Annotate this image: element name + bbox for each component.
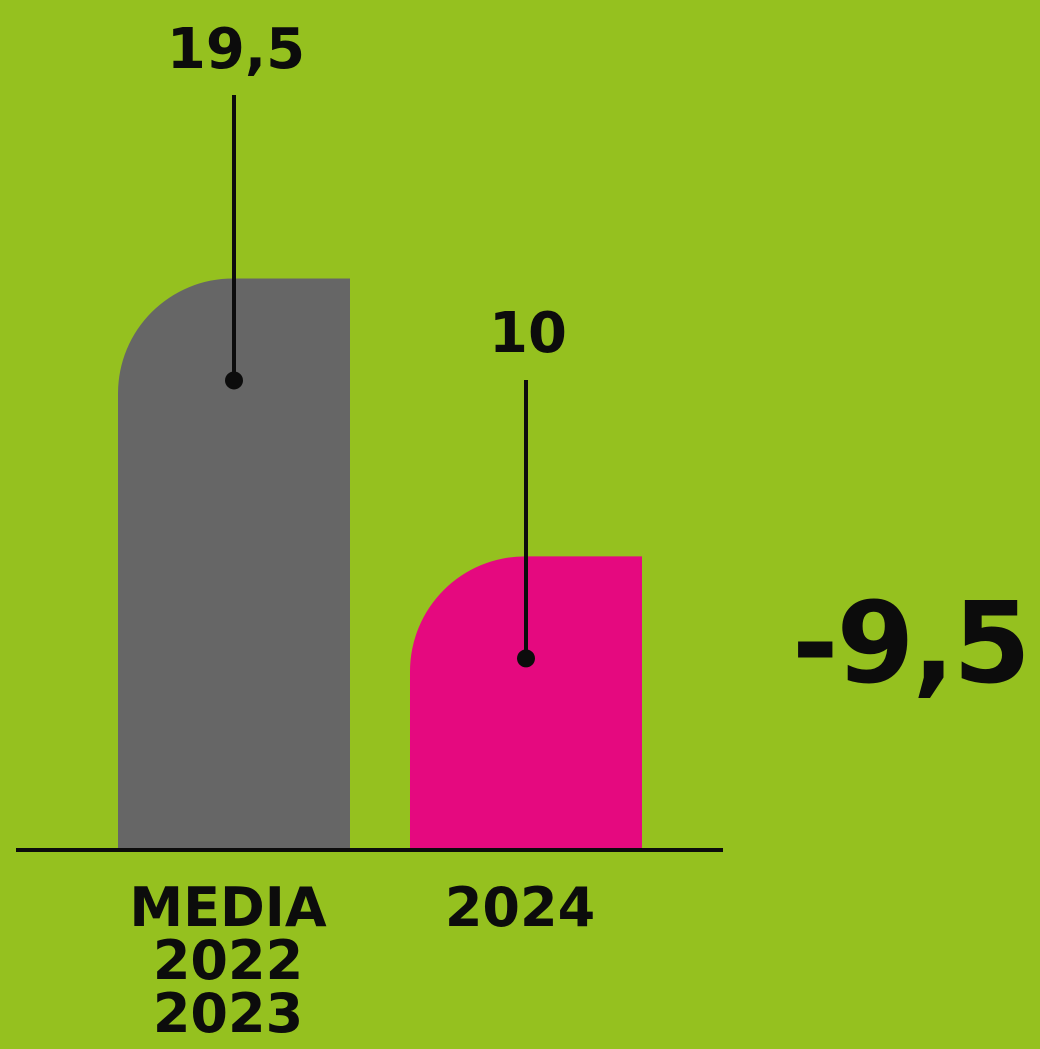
leader-dot-2 <box>517 649 535 668</box>
value-label-2: 10 <box>489 301 567 366</box>
value-label-1: 19,5 <box>166 17 306 82</box>
bar-1 <box>118 278 350 849</box>
category-label-1: MEDIA 2022 2023 <box>129 876 327 1045</box>
category-label-2: 2024 <box>444 876 596 939</box>
bar-2 <box>410 556 642 849</box>
leader-dot-1 <box>225 371 243 390</box>
difference-annotation: -9,5 <box>792 579 1031 709</box>
